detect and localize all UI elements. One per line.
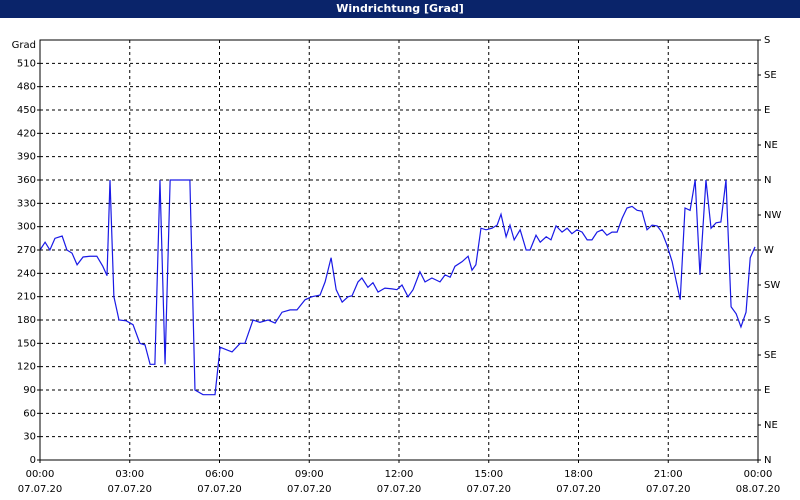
y-tick-label: 240	[17, 268, 36, 279]
y-tick-label: 0	[30, 455, 36, 466]
y2-tick-label: N	[764, 175, 771, 186]
x-tick-date: 07.07.20	[646, 484, 691, 495]
y-tick-label: 300	[17, 222, 36, 233]
y-tick-label: 60	[23, 408, 36, 419]
plot	[39, 179, 756, 396]
y-tick-label: 480	[17, 82, 36, 93]
x-tick-label: 03:00	[115, 469, 144, 480]
x-tick-date: 07.07.20	[197, 484, 242, 495]
y2-tick-label: E	[764, 105, 770, 116]
x-tick-label: 15:00	[474, 469, 503, 480]
y2-tick-label: NW	[764, 210, 781, 221]
title-bar	[0, 0, 800, 18]
data-line	[39, 179, 756, 396]
x-tick-date: 08.07.20	[736, 484, 781, 495]
x-tick-date: 07.07.20	[287, 484, 332, 495]
y-tick-label: 90	[23, 385, 36, 396]
x-tick-label: 12:00	[385, 469, 414, 480]
y-tick-label: 120	[17, 362, 36, 373]
y-axis-label: Grad	[12, 40, 36, 51]
y-tick-label: 30	[23, 432, 36, 443]
y-tick-label: 390	[17, 152, 36, 163]
grid	[37, 39, 761, 463]
chart-title: Windrichtung [Grad]	[336, 2, 464, 15]
y2-tick-label: SE	[764, 350, 777, 361]
y2-tick-label: N	[764, 455, 771, 466]
y2-tick-label: S	[764, 315, 770, 326]
y2-tick-label: S	[764, 35, 770, 46]
y-tick-label: 210	[17, 292, 36, 303]
y2-tick-label: NE	[764, 140, 778, 151]
x-tick-label: 09:00	[295, 469, 324, 480]
x-tick-date: 07.07.20	[466, 484, 511, 495]
y-tick-label: 420	[17, 128, 36, 139]
y2-tick-label: W	[764, 245, 774, 256]
y-tick-label: 450	[17, 105, 36, 116]
x-tick-label: 06:00	[205, 469, 234, 480]
y-tick-label: 510	[17, 58, 36, 69]
y-tick-label: 360	[17, 175, 36, 186]
x-tick-date: 07.07.20	[107, 484, 152, 495]
y-tick-label: 180	[17, 315, 36, 326]
y2-tick-label: E	[764, 385, 770, 396]
x-tick-label: 21:00	[654, 469, 683, 480]
x-tick-label: 00:00	[744, 469, 773, 480]
y-tick-label: 270	[17, 245, 36, 256]
y-tick-label: 150	[17, 338, 36, 349]
x-tick-date: 07.07.20	[556, 484, 601, 495]
y2-tick-label: SW	[764, 280, 780, 291]
y-tick-label: 330	[17, 198, 36, 209]
x-tick-date: 07.07.20	[18, 484, 63, 495]
x-tick-date: 07.07.20	[377, 484, 422, 495]
plot-border	[39, 39, 759, 461]
y2-tick-label: NE	[764, 420, 778, 431]
x-tick-label: 00:00	[26, 469, 55, 480]
x-tick-label: 18:00	[564, 469, 593, 480]
y2-tick-label: SE	[764, 70, 777, 81]
